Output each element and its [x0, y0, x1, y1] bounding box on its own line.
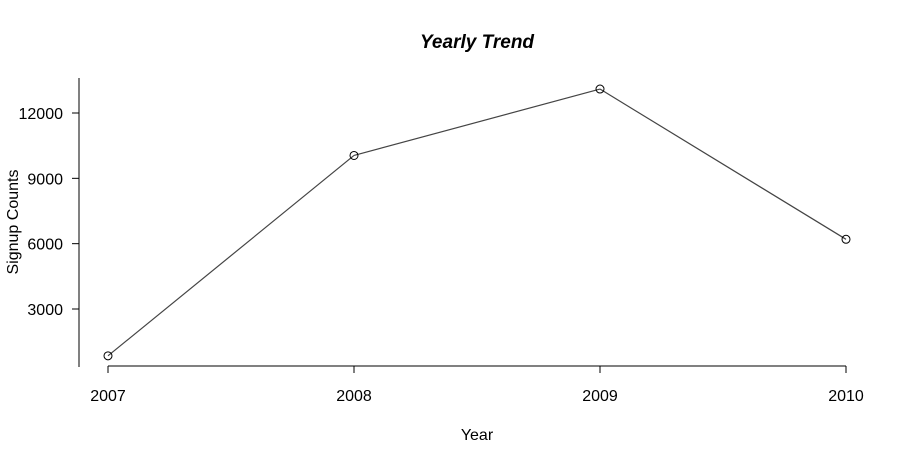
series-line-segment [353, 88, 601, 157]
x-tick-label: 2009 [582, 388, 618, 405]
x-tick-label: 2008 [336, 388, 372, 405]
data-point [103, 351, 113, 361]
x-tick-label: 2007 [90, 388, 126, 405]
x-axis-ticks: 2007 2008 2009 2010 [90, 366, 864, 405]
series-group [103, 84, 851, 361]
y-axis-ticks: 3000 6000 9000 12000 [19, 106, 79, 319]
x-tick-label: 2010 [828, 388, 864, 405]
x-axis-label: Year [461, 427, 494, 444]
y-axis-label: Signup Counts [5, 170, 22, 275]
data-point [595, 84, 605, 94]
data-point [349, 150, 359, 160]
y-tick-label: 12000 [19, 106, 64, 123]
series-line-segment [107, 155, 355, 357]
y-tick-label: 9000 [27, 171, 63, 188]
series-line-segment [599, 88, 847, 240]
data-point [841, 234, 851, 244]
y-tick-label: 3000 [27, 302, 63, 319]
y-tick-label: 6000 [27, 237, 63, 254]
chart-title: Yearly Trend [420, 32, 534, 53]
